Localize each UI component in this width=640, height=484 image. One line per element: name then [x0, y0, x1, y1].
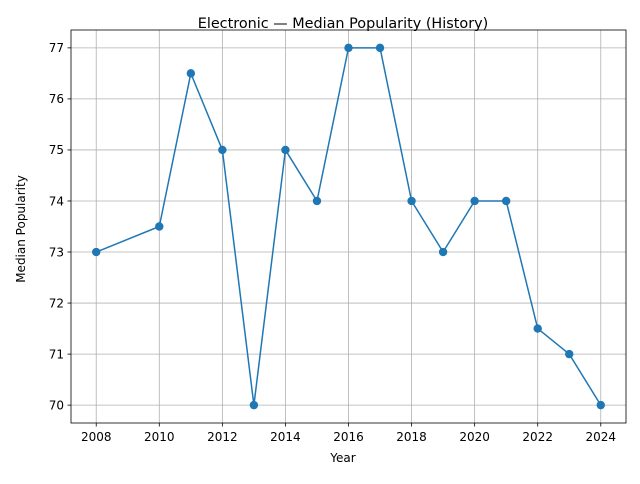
x-tick-label: 2008	[81, 430, 112, 444]
data-point	[186, 69, 196, 78]
data-point	[344, 43, 353, 53]
y-tick-label: 70	[49, 398, 64, 412]
y-tick-label: 72	[49, 296, 64, 310]
x-tick-label: 2022	[522, 430, 553, 444]
data-point	[470, 196, 479, 206]
data-point	[407, 196, 416, 206]
data-point	[249, 400, 259, 410]
y-axis-label: Median Popularity	[14, 175, 28, 283]
data-point	[92, 247, 101, 257]
data-point	[281, 145, 290, 155]
data-point	[533, 324, 542, 333]
series-line	[95, 47, 602, 406]
data-point	[596, 400, 605, 410]
data-point	[375, 43, 385, 53]
x-tick-label: 2024	[585, 430, 616, 444]
data-point	[155, 222, 164, 231]
grid	[71, 30, 626, 423]
x-axis-ticks: 2008 2010 2012 2014 2016 2018 2020 2022 2024	[81, 423, 616, 444]
y-tick-label: 71	[49, 347, 64, 361]
data-point	[312, 196, 322, 206]
y-tick-label: 75	[49, 143, 64, 157]
chart-title: Electronic — Median Popularity (History)	[198, 16, 489, 32]
x-tick-label: 2012	[207, 430, 238, 444]
y-tick-label: 77	[49, 41, 64, 55]
x-tick-label: 2016	[333, 430, 364, 444]
x-tick-label: 2018	[396, 430, 427, 444]
x-tick-label: 2020	[459, 430, 490, 444]
y-tick-label: 76	[49, 92, 64, 106]
y-tick-label: 74	[49, 194, 64, 208]
data-point	[438, 247, 448, 257]
data-point	[218, 145, 227, 155]
data-point	[501, 196, 511, 206]
x-tick-label: 2010	[144, 430, 175, 444]
y-tick-label: 73	[49, 245, 64, 259]
x-tick-label: 2014	[270, 430, 301, 444]
data-point	[565, 349, 574, 359]
x-axis-label: Year	[329, 451, 355, 465]
series	[92, 43, 605, 410]
y-axis-ticks: 70 71 72 73 74 75 76 77	[49, 41, 71, 412]
